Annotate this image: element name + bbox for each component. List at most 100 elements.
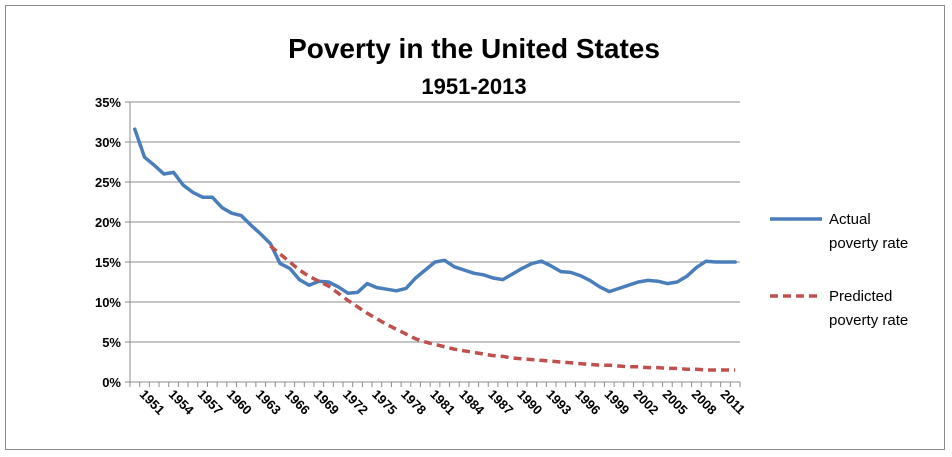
- data-point-actual: [695, 266, 698, 269]
- data-point-predicted: [472, 351, 475, 354]
- data-point-actual: [211, 196, 214, 199]
- legend-label-predicted-line2: poverty rate: [829, 312, 908, 329]
- x-tick-label: 1987: [485, 387, 516, 418]
- data-point-predicted: [676, 367, 679, 370]
- data-point-predicted: [337, 292, 340, 295]
- data-point-actual: [627, 284, 630, 287]
- y-axis-ticks: 0% 5% 10% 15% 20% 25% 30% 35%: [95, 95, 130, 390]
- y-tick-label: 20%: [95, 215, 121, 230]
- data-point-predicted: [453, 348, 456, 351]
- data-point-predicted: [434, 343, 437, 346]
- x-tick-label: 2002: [631, 387, 662, 418]
- y-tick-label: 35%: [95, 95, 121, 110]
- data-point-actual: [530, 262, 533, 265]
- data-point-actual: [385, 288, 388, 291]
- data-point-actual: [201, 196, 204, 199]
- data-point-actual: [666, 282, 669, 285]
- data-point-predicted: [405, 333, 408, 336]
- chart-title: Poverty in the United States: [288, 33, 660, 64]
- data-point-predicted: [540, 359, 543, 362]
- axes: [129, 102, 740, 383]
- data-point-actual: [559, 270, 562, 273]
- data-point-predicted: [685, 368, 688, 371]
- series-lines: [133, 127, 737, 372]
- data-point-actual: [414, 277, 417, 280]
- y-tick-label: 30%: [95, 135, 121, 150]
- data-point-predicted: [647, 366, 650, 369]
- data-point-predicted: [298, 269, 301, 272]
- data-point-predicted: [424, 341, 427, 344]
- data-point-actual: [511, 273, 514, 276]
- data-point-actual: [443, 259, 446, 262]
- data-point-actual: [191, 191, 194, 194]
- data-point-actual: [221, 206, 224, 209]
- data-point-actual: [259, 233, 262, 236]
- data-point-predicted: [288, 261, 291, 264]
- data-point-predicted: [269, 245, 272, 248]
- data-point-actual: [356, 291, 359, 294]
- x-tick-label: 1978: [398, 387, 429, 418]
- data-point-predicted: [598, 364, 601, 367]
- data-point-actual: [637, 281, 640, 284]
- data-point-predicted: [521, 357, 524, 360]
- x-tick-label: 1993: [543, 387, 574, 418]
- data-point-predicted: [482, 353, 485, 356]
- data-point-predicted: [724, 369, 727, 372]
- data-point-predicted: [279, 253, 282, 256]
- data-point-predicted: [618, 365, 621, 368]
- data-point-actual: [734, 261, 737, 264]
- data-point-predicted: [608, 364, 611, 367]
- data-point-predicted: [375, 317, 378, 320]
- data-point-predicted: [656, 366, 659, 369]
- x-tick-label: 2005: [660, 387, 691, 418]
- gridlines: [130, 101, 740, 343]
- data-point-predicted: [395, 328, 398, 331]
- x-tick-label: 1960: [224, 387, 255, 418]
- data-point-actual: [375, 286, 378, 289]
- data-point-actual: [308, 284, 311, 287]
- y-tick-label: 5%: [102, 335, 121, 350]
- data-point-actual: [656, 280, 659, 283]
- data-point-predicted: [530, 358, 533, 361]
- data-point-predicted: [308, 275, 311, 278]
- x-tick-label: 1954: [166, 387, 198, 419]
- x-tick-label: 1951: [137, 387, 168, 418]
- data-point-actual: [240, 214, 243, 217]
- data-point-actual: [230, 212, 233, 215]
- data-point-actual: [395, 289, 398, 292]
- data-point-predicted: [550, 360, 553, 363]
- data-point-actual: [250, 224, 253, 227]
- data-point-actual: [463, 269, 466, 272]
- legend: Actual poverty rate Predicted poverty ra…: [770, 211, 908, 329]
- data-point-actual: [521, 267, 524, 270]
- data-point-actual: [569, 271, 572, 274]
- data-point-predicted: [327, 285, 330, 288]
- data-point-actual: [714, 261, 717, 264]
- data-point-actual: [279, 262, 282, 265]
- data-point-actual: [346, 292, 349, 295]
- data-point-actual: [153, 164, 156, 167]
- chart-frame: [5, 5, 945, 450]
- data-point-predicted: [627, 365, 630, 368]
- data-point-actual: [405, 287, 408, 290]
- x-tick-label: 1996: [572, 387, 603, 418]
- x-tick-label: 1969: [311, 387, 342, 418]
- data-point-predicted: [569, 361, 572, 364]
- data-point-predicted: [695, 368, 698, 371]
- data-point-predicted: [705, 369, 708, 372]
- data-point-predicted: [501, 355, 504, 358]
- data-point-actual: [482, 273, 485, 276]
- data-point-actual: [492, 277, 495, 280]
- x-tick-label: 1984: [456, 387, 488, 419]
- data-point-predicted: [588, 363, 591, 366]
- y-tick-label: 25%: [95, 175, 121, 190]
- data-point-actual: [618, 287, 621, 290]
- data-point-actual: [705, 260, 708, 263]
- data-point-actual: [598, 285, 601, 288]
- data-point-actual: [685, 275, 688, 278]
- y-tick-label: 10%: [95, 295, 121, 310]
- data-point-predicted: [385, 323, 388, 326]
- data-point-predicted: [714, 369, 717, 372]
- data-point-predicted: [346, 299, 349, 302]
